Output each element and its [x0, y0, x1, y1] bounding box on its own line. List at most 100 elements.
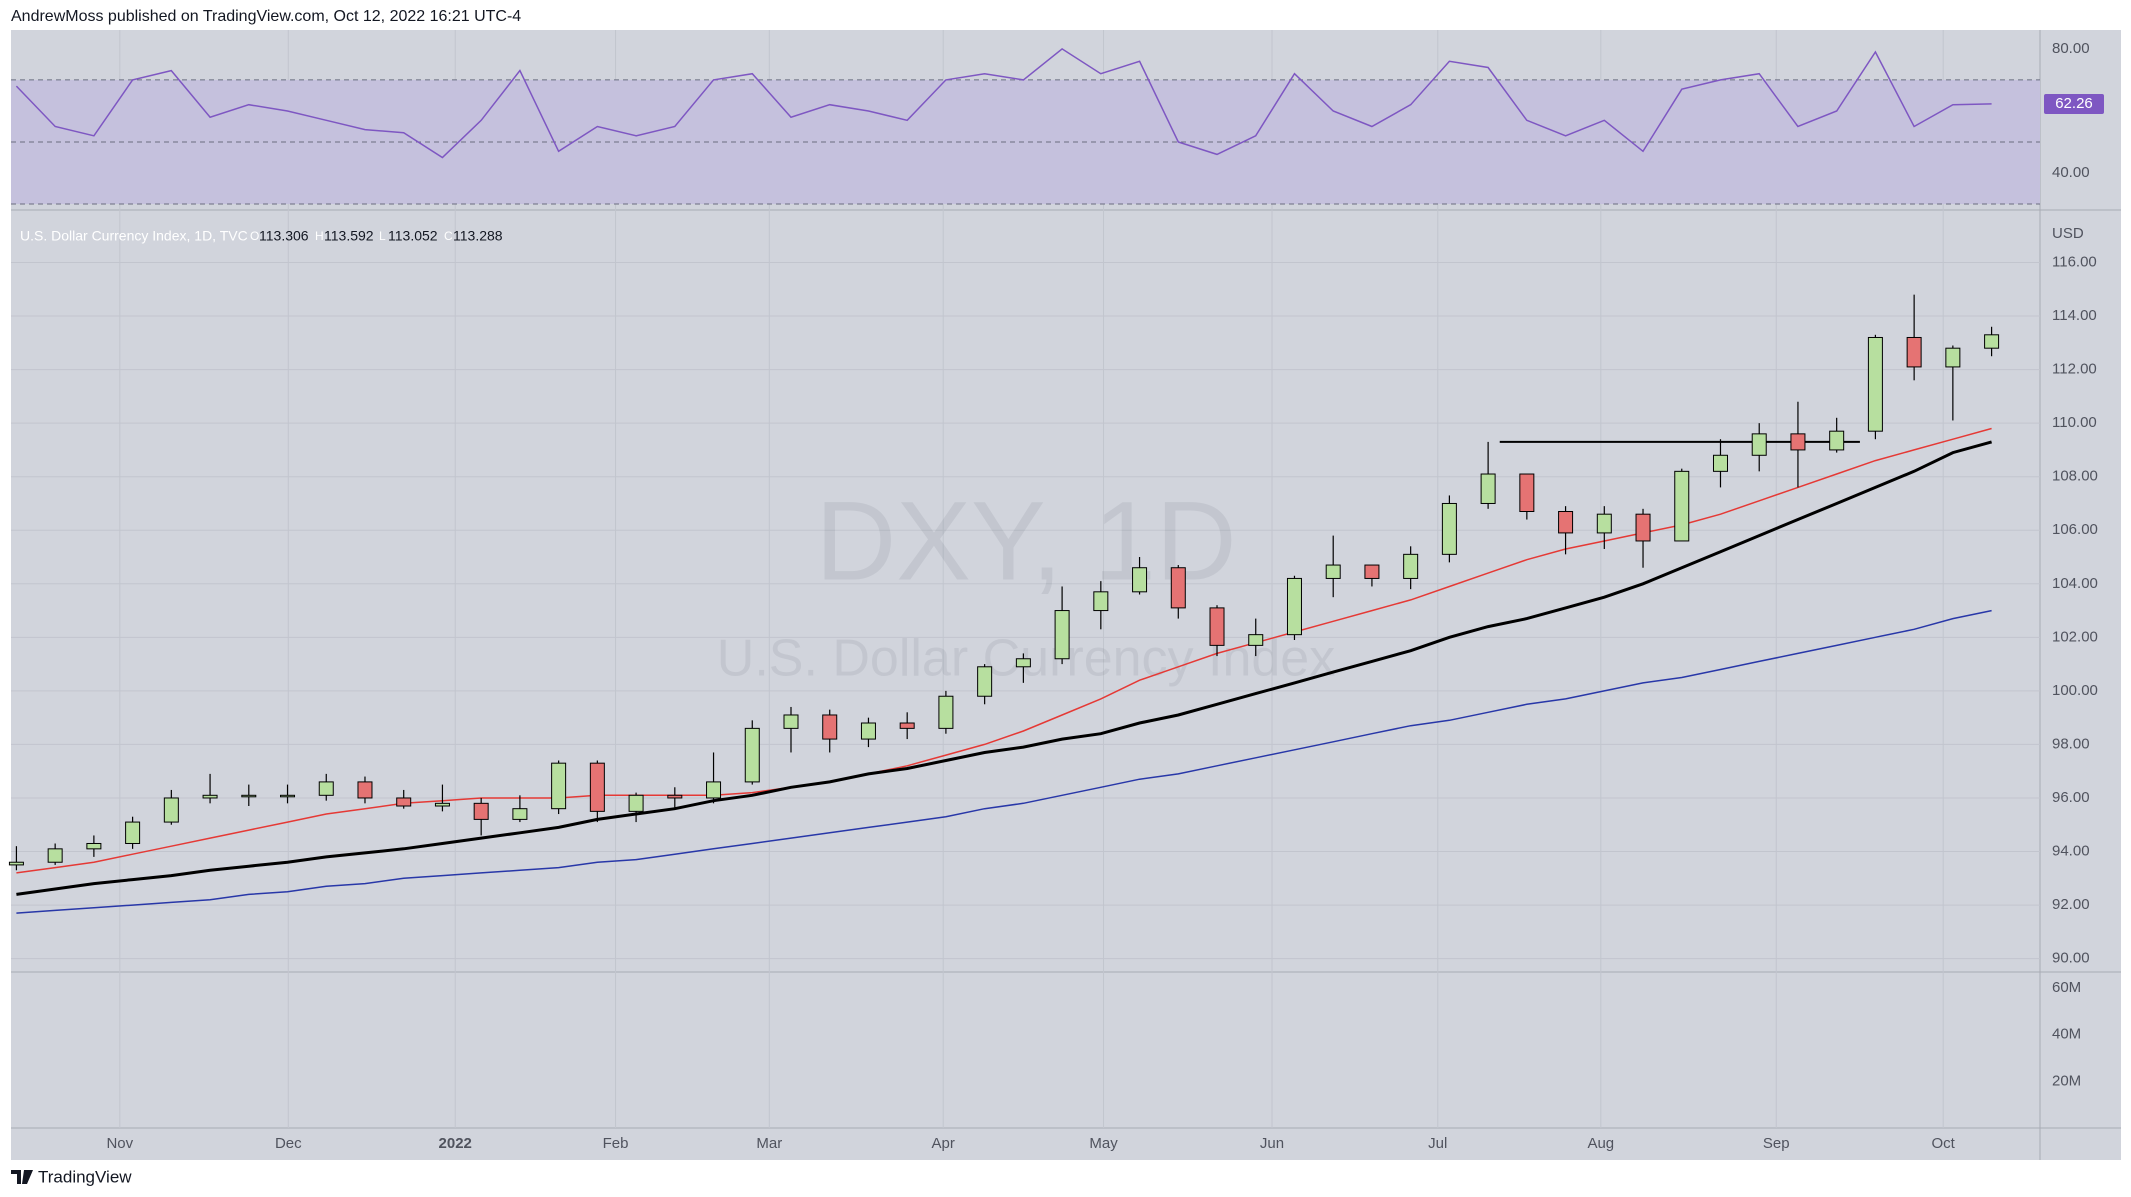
- candle-body: [1209, 607, 1225, 646]
- legend-value: 113.306: [259, 228, 309, 244]
- rsi-band: [11, 79, 2040, 204]
- y-tick-label: 80.00: [2052, 40, 2090, 57]
- candle-body: [1945, 347, 1961, 368]
- watermark: DXY, 1D: [815, 479, 1236, 604]
- y-tick-label: 102.00: [2052, 628, 2098, 645]
- moving-average: [16, 427, 1992, 874]
- x-tick-label: Sep: [1763, 1135, 1790, 1152]
- x-tick-label: Jun: [1260, 1135, 1284, 1152]
- candle-body: [938, 695, 954, 729]
- candle-body: [551, 762, 567, 810]
- candle-body: [899, 722, 915, 729]
- publish-header: AndrewMoss published on TradingView.com,…: [11, 8, 521, 25]
- candle-body: [1170, 567, 1186, 609]
- y-tick-label: 94.00: [2052, 842, 2090, 859]
- candle-body: [1635, 513, 1651, 542]
- y-tick-label: 92.00: [2052, 896, 2090, 913]
- candle-body: [318, 781, 334, 796]
- candle-body: [1984, 334, 2000, 349]
- x-tick-label: Mar: [756, 1135, 782, 1152]
- y-tick-label: 104.00: [2052, 575, 2098, 592]
- y-tick-label: 60M: [2052, 979, 2081, 996]
- legend-value: 113.288: [453, 228, 503, 244]
- y-tick-label: 90.00: [2052, 950, 2090, 967]
- candle-body: [280, 794, 296, 798]
- legend-value: 113.052: [388, 228, 438, 244]
- candle-body: [1054, 610, 1070, 660]
- candle-body: [783, 714, 799, 729]
- legend-key: C: [444, 229, 453, 243]
- candle-body: [512, 808, 528, 820]
- candle-body: [977, 666, 993, 697]
- y-tick-label: 20M: [2052, 1072, 2081, 1089]
- candle-body: [706, 781, 722, 799]
- x-tick-label: May: [1089, 1135, 1118, 1152]
- candle-body: [47, 848, 63, 863]
- candle-body: [628, 794, 644, 812]
- candle-body: [357, 781, 373, 799]
- legend-value: 113.592: [324, 228, 374, 244]
- x-tick-label: Dec: [275, 1135, 302, 1152]
- candle-body: [1325, 564, 1341, 579]
- candle-body: [1364, 564, 1380, 579]
- candle-body: [163, 797, 179, 823]
- y-tick-label: 114.00: [2052, 307, 2097, 324]
- candle-body: [202, 794, 218, 799]
- moving-average: [16, 440, 1992, 896]
- candle-body: [589, 762, 605, 812]
- x-tick-label: Nov: [106, 1135, 133, 1152]
- y-tick-label: 40.00: [2052, 164, 2090, 181]
- candle-body: [1519, 473, 1535, 513]
- y-tick-label: 96.00: [2052, 789, 2090, 806]
- legend-key: O: [250, 229, 259, 243]
- y-tick-label: 106.00: [2052, 521, 2098, 538]
- candle-body: [86, 842, 102, 850]
- y-tick-label: 108.00: [2052, 468, 2098, 485]
- footer-brand: TradingView: [38, 1167, 132, 1186]
- y-tick-label: 100.00: [2052, 682, 2098, 699]
- candle-body: [1596, 513, 1612, 534]
- moving-average: [16, 609, 1992, 914]
- candle-body: [396, 797, 412, 807]
- x-tick-label: Aug: [1587, 1135, 1614, 1152]
- legend-title: U.S. Dollar Currency Index, 1D, TVC: [20, 228, 248, 244]
- candle-body: [125, 821, 141, 844]
- axis-unit: USD: [2052, 225, 2084, 242]
- rsi-line: [15, 47, 1992, 159]
- candle-body: [1441, 502, 1457, 555]
- candle-body: [744, 727, 760, 783]
- candle-body: [1790, 433, 1806, 451]
- candle-body: [241, 794, 257, 798]
- y-tick-label: 116.00: [2052, 253, 2097, 270]
- candle-body: [1286, 577, 1302, 636]
- x-tick-label: Feb: [603, 1135, 629, 1152]
- candle-body: [1480, 473, 1496, 504]
- candle-body: [8, 861, 24, 866]
- candle-body: [1751, 433, 1767, 456]
- y-tick-label: 98.00: [2052, 735, 2090, 752]
- x-tick-label: Apr: [932, 1135, 955, 1152]
- candle-body: [1674, 470, 1690, 542]
- tradingview-logo: [11, 1170, 33, 1184]
- x-tick-label: Jul: [1428, 1135, 1447, 1152]
- candle-body: [1906, 336, 1922, 368]
- candle-body: [1248, 634, 1264, 646]
- candle-body: [1867, 336, 1883, 432]
- rsi-value-label: 62.26: [2055, 95, 2093, 112]
- x-tick-label: Oct: [1932, 1135, 1956, 1152]
- candle-body: [1132, 567, 1148, 593]
- y-tick-label: 40M: [2052, 1026, 2081, 1043]
- y-tick-label: 110.00: [2052, 414, 2097, 431]
- candle-body: [1712, 454, 1728, 472]
- candle-body: [667, 794, 683, 799]
- candle-body: [822, 714, 838, 740]
- candle-body: [860, 722, 876, 740]
- rsi-value-badge: [2044, 93, 2104, 114]
- candle-body: [1403, 553, 1419, 579]
- candle-body: [1558, 511, 1574, 534]
- candle-body: [1015, 658, 1031, 668]
- candle-body: [1829, 430, 1845, 451]
- y-tick-label: 112.00: [2052, 361, 2097, 378]
- legend-key: H: [315, 229, 324, 243]
